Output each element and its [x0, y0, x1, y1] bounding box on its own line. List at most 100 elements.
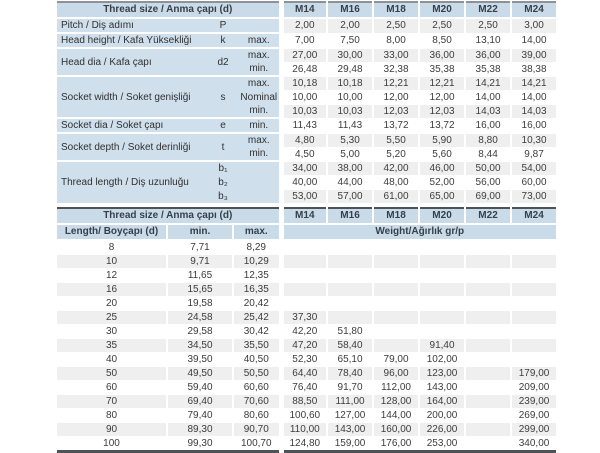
weight-cell — [510, 282, 557, 297]
spec-value-cell: 5,90 — [418, 133, 466, 148]
spec-value-cell: 2,50 — [372, 18, 420, 34]
column-header-max: max. — [231, 223, 282, 241]
spec-value-cell: 73,00 — [510, 189, 557, 204]
symbol-cell: s — [207, 75, 239, 118]
weight-row: 60 59,40 60,60 76,40 91,70 112,00 143,00 209,00 — [57, 380, 557, 395]
min-tolerance-cell: 69,40 — [166, 394, 233, 409]
spec-row: Socket width / Soket genişliği s max. 10,18… — [57, 75, 557, 118]
weight-cell: 159,00 — [326, 436, 374, 452]
spec-value-cell: 2,50 — [464, 18, 512, 34]
max-tolerance-cell: 70,60 — [231, 394, 282, 409]
spec-value-cell: 57,00 — [326, 189, 374, 204]
sub-label-cell: max. — [239, 47, 282, 62]
weight-cell: 239,00 — [510, 394, 557, 409]
weight-cell — [326, 282, 374, 297]
weight-cell — [326, 239, 374, 255]
weight-cell — [464, 338, 512, 353]
spec-value-cell: 60,00 — [510, 175, 557, 190]
spec-value-cell: 14,21 — [510, 76, 557, 91]
spec-row: Head dia / Kafa çapı d2 max. 27,00 30,00 33,0… — [57, 47, 557, 76]
spec-row: b₂ 40,00 44,00 48,00 52,00 56,00 60,00 — [57, 175, 557, 190]
weight-cell: 226,00 — [418, 422, 466, 437]
spec-value-cell: 8,50 — [418, 33, 466, 49]
weight-cell — [510, 239, 557, 255]
spec-value-cell: 9,87 — [510, 147, 557, 162]
sub-label-cell — [239, 189, 282, 203]
weight-cell: 164,00 — [418, 394, 466, 409]
weight-row: 80 79,40 80,60 100,60 127,00 144,00 200,00 269,… — [57, 408, 557, 423]
spec-value-cell: 16,00 — [464, 118, 512, 134]
row-label: Socket width / Soket genişliği — [57, 75, 207, 118]
weight-cell — [510, 324, 557, 339]
weight-cell: 76,40 — [278, 380, 328, 395]
weight-cell: 100,60 — [278, 408, 328, 423]
row-label: Socket dia / Soket çapı — [57, 117, 207, 133]
weight-cell: 269,00 — [510, 408, 557, 423]
spec-value-cell: 69,00 — [464, 189, 512, 204]
weight-cell: 143,00 — [418, 380, 466, 395]
weight-cell — [372, 310, 420, 325]
sub-label-cell: max. — [239, 75, 282, 90]
spec-table: Thread size / Anma çapı (d) M14 M16 M18 M20… — [57, 1, 557, 204]
max-tolerance-cell: 12,35 — [231, 268, 282, 283]
spec-value-cell: 8,00 — [372, 33, 420, 49]
length-cell: 100 — [57, 436, 167, 452]
weight-row: 12 11,65 12,35 — [57, 268, 557, 283]
spec-value-cell: 53,00 — [278, 189, 328, 204]
weight-table: Thread size / Anma çapı (d) M14 M16 M18 M20… — [57, 206, 557, 453]
length-cell: 50 — [57, 366, 167, 381]
column-header-length: Length/ Boyçapı (d) — [57, 223, 167, 241]
weight-cell — [278, 282, 328, 297]
min-tolerance-cell: 15,65 — [166, 282, 233, 297]
weight-cell: 253,00 — [418, 436, 466, 452]
spec-row: Socket dia / Soket çapı e min. 11,43 11,43 13… — [57, 117, 557, 134]
spec-value-cell: 13,72 — [418, 118, 466, 134]
column-header-m16: M16 — [326, 2, 374, 19]
weight-cell — [464, 394, 512, 409]
symbol-cell: b₁ — [207, 160, 239, 175]
symbol-cell: b₃ — [207, 189, 239, 203]
weight-cell — [510, 338, 557, 353]
length-cell: 35 — [57, 338, 167, 353]
spec-row: Thread length / Diş uzunluğu b₁ 34,00 38,00… — [57, 160, 557, 203]
sub-label-cell: Nominal — [239, 90, 282, 104]
weight-cell — [464, 324, 512, 339]
max-tolerance-cell: 20,42 — [231, 296, 282, 311]
weight-subheader-row: Length/ Boyçapı (d) min. max. Weight/Ağı… — [57, 223, 557, 241]
weight-cell — [372, 282, 420, 297]
spec-value-cell: 12,00 — [372, 90, 420, 105]
max-tolerance-cell: 10,29 — [231, 254, 282, 269]
weight-cell: 123,00 — [418, 366, 466, 381]
max-tolerance-cell: 30,42 — [231, 324, 282, 339]
spec-value-cell: 10,03 — [278, 104, 328, 119]
spec-header-row: Thread size / Anma çapı (d) M14 M16 M18 M20… — [57, 2, 557, 19]
min-tolerance-cell: 24,58 — [166, 310, 233, 325]
symbol-cell: b₂ — [207, 175, 239, 189]
weight-cell: 209,00 — [510, 380, 557, 395]
length-cell: 60 — [57, 380, 167, 395]
spec-value-cell: 36,00 — [464, 48, 512, 63]
length-cell: 20 — [57, 296, 167, 311]
weight-cell — [510, 296, 557, 311]
weight-cell: 37,30 — [278, 310, 328, 325]
weight-cell: 179,00 — [510, 366, 557, 381]
min-tolerance-cell: 34,50 — [166, 338, 233, 353]
weight-cell: 127,00 — [326, 408, 374, 423]
weight-cell — [464, 436, 512, 452]
row-label: Head height / Kafa Yüksekliği — [57, 32, 207, 48]
sub-label-cell: min. — [239, 104, 282, 118]
spec-row: Pitch / Diş adımı P 2,00 2,00 2,50 2,50 2,50 3,… — [57, 17, 557, 34]
spec-value-cell: 38,38 — [510, 62, 557, 77]
spec-table-title: Thread size / Anma çapı (d) — [57, 2, 282, 19]
weight-cell — [464, 268, 512, 283]
weight-cell — [278, 254, 328, 269]
min-tolerance-cell: 59,40 — [166, 380, 233, 395]
spec-row: min. 10,03 10,03 12,03 12,03 14,03 14,03 — [57, 104, 557, 119]
weight-header-row: Thread size / Anma çapı (d) M14 M16 M18 M20… — [57, 207, 557, 225]
weight-cell — [464, 239, 512, 255]
row-label: Socket depth / Soket derinliği — [57, 132, 207, 161]
spec-row: min. 4,50 5,00 5,20 5,60 8,44 9,87 — [57, 147, 557, 162]
column-header-m20: M20 — [418, 2, 466, 19]
spec-value-cell: 12,21 — [372, 76, 420, 91]
spec-row: Nominal 10,00 10,00 12,00 12,00 14,00 14,00 — [57, 90, 557, 105]
